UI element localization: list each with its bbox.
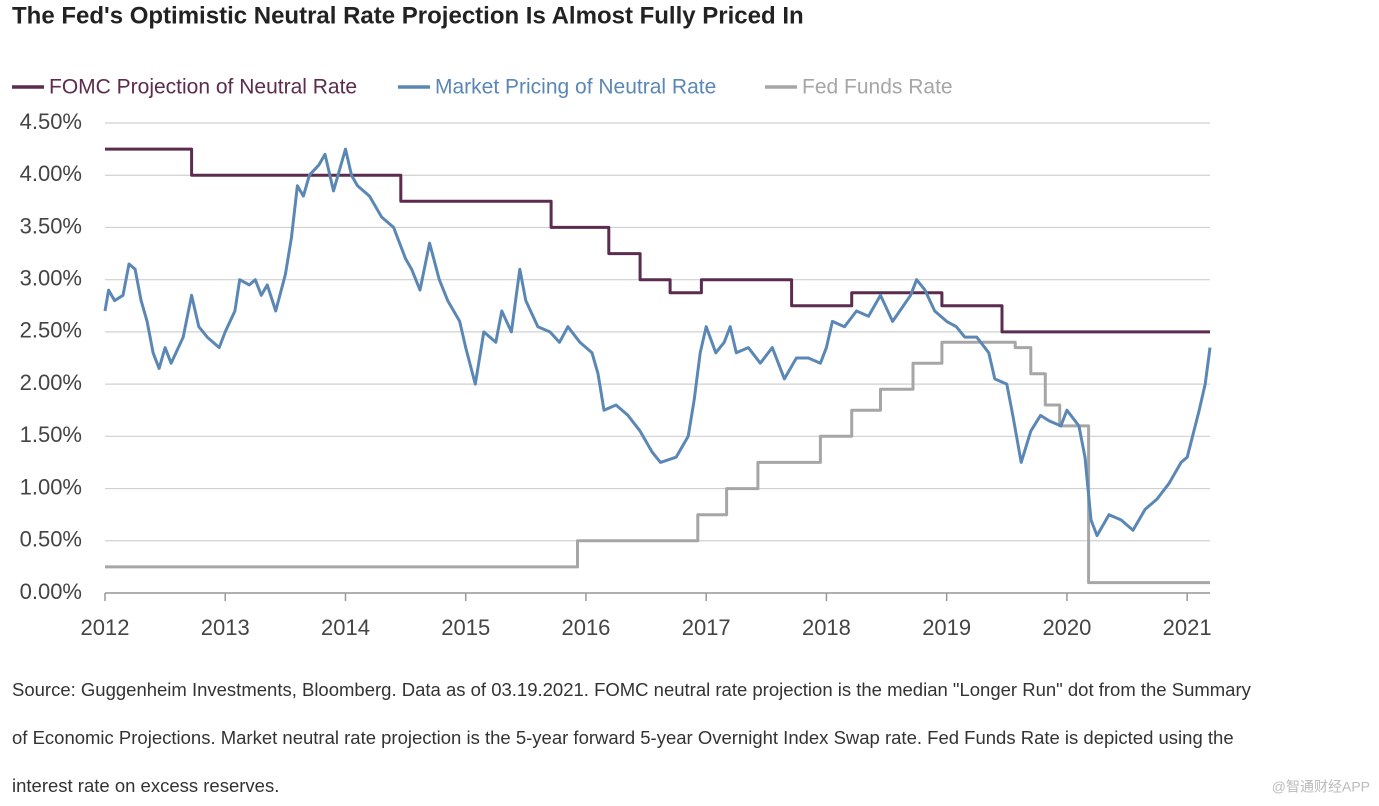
y-tick-label: 0.00% [20, 579, 82, 604]
source-note: interest rate on excess reserves. [12, 775, 279, 796]
x-tick-label: 2012 [81, 615, 130, 640]
legend-label: Market Pricing of Neutral Rate [435, 76, 716, 99]
watermark: @智通财经APP [1272, 779, 1370, 795]
source-note: of Economic Projections. Market neutral … [12, 727, 1234, 748]
x-tick-label: 2015 [441, 615, 490, 640]
y-tick-label: 4.50% [20, 109, 82, 134]
x-tick-label: 2016 [561, 615, 610, 640]
y-tick-label: 0.50% [20, 527, 82, 552]
legend-label: Fed Funds Rate [802, 76, 953, 99]
y-tick-label: 3.50% [20, 213, 82, 238]
x-tick-label: 2021 [1163, 615, 1212, 640]
x-tick-label: 2014 [321, 615, 370, 640]
source-note: Source: Guggenheim Investments, Bloomber… [12, 679, 1252, 700]
series-line [103, 147, 1212, 538]
y-tick-label: 3.00% [20, 265, 82, 290]
x-tick-label: 2020 [1042, 615, 1091, 640]
legend-label: FOMC Projection of Neutral Rate [49, 76, 357, 99]
y-tick-label: 4.00% [20, 161, 82, 186]
series-line [105, 340, 1210, 585]
y-tick-label: 1.50% [20, 422, 82, 447]
y-tick-label: 2.00% [20, 370, 82, 395]
chart-title: The Fed's Optimistic Neutral Rate Projec… [12, 2, 804, 29]
y-tick-label: 1.00% [20, 474, 82, 499]
y-tick-label: 2.50% [20, 318, 82, 343]
x-tick-label: 2018 [802, 615, 851, 640]
series-line [105, 147, 1210, 334]
x-tick-label: 2019 [922, 615, 971, 640]
x-tick-label: 2013 [201, 615, 250, 640]
x-tick-label: 2017 [682, 615, 731, 640]
